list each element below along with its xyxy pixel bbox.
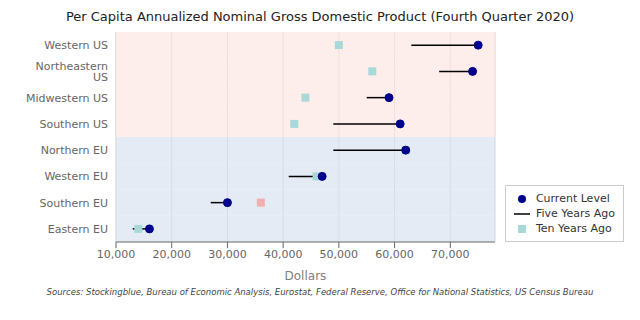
svg-text:Northern EU: Northern EU bbox=[41, 144, 108, 157]
svg-text:Western US: Western US bbox=[44, 39, 108, 52]
svg-text:Southern US: Southern US bbox=[39, 118, 108, 131]
html-text:Per Capita Annualized Nominal: Per Capita Annualized Nominal Gross Dome… bbox=[65, 9, 575, 24]
svg-text:50,000: 50,000 bbox=[320, 248, 359, 261]
svg-text:Southern EU: Southern EU bbox=[39, 197, 108, 210]
svg-text:40,000: 40,000 bbox=[264, 248, 303, 261]
svg-text:Midwestern US: Midwestern US bbox=[26, 92, 108, 105]
html-text:Ten Years Ago: Ten Years Ago bbox=[535, 222, 612, 235]
svg-text:Dollars: Dollars bbox=[285, 269, 327, 283]
svg-text:30,000: 30,000 bbox=[208, 248, 247, 261]
html-text:Current Level: Current Level bbox=[535, 192, 610, 205]
html-text:Five Years Ago: Five Years Ago bbox=[535, 207, 615, 220]
svg-text:60,000: 60,000 bbox=[375, 248, 414, 261]
svg-text:Eastern EU: Eastern EU bbox=[48, 223, 108, 236]
html-text:Sources: Stockingblue, Bureau: Sources: Stockingblue, Bureau of Economi… bbox=[46, 287, 594, 297]
svg-text:NortheasternUS: NortheasternUS bbox=[36, 60, 108, 84]
svg-text:10,000: 10,000 bbox=[97, 248, 136, 261]
svg-text:20,000: 20,000 bbox=[152, 248, 191, 261]
svg-text:70,000: 70,000 bbox=[431, 248, 470, 261]
svg-text:Western EU: Western EU bbox=[44, 170, 108, 183]
